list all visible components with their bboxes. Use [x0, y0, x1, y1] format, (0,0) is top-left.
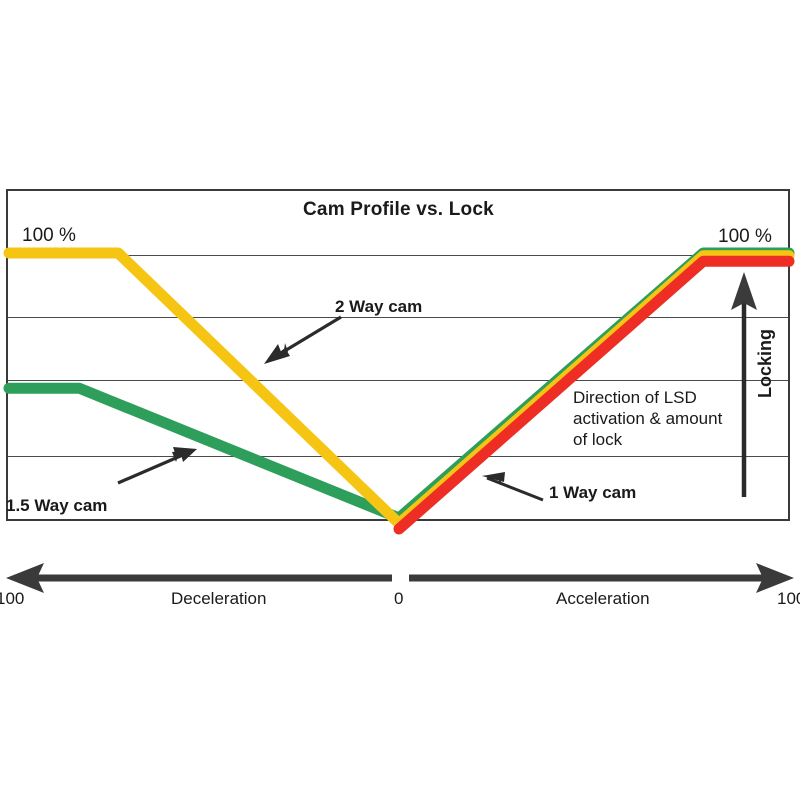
gridline-1: [8, 255, 788, 256]
x-axis-region-deceleration: Deceleration: [171, 589, 267, 608]
x-axis-region-acceleration: Acceleration: [556, 589, 650, 608]
callout-label-1-way-cam: 1 Way cam: [549, 483, 637, 502]
note-line-2: activation & amount: [573, 409, 723, 428]
chart-title: Cam Profile vs. Lock: [303, 199, 494, 220]
callout-label-1-5-way-cam: 1.5 Way cam: [6, 496, 108, 515]
note-line-1: Direction of LSD: [573, 388, 697, 407]
x-axis-value-right: 100: [777, 589, 800, 608]
x-axis-value-left: 100: [0, 589, 25, 608]
note-line-3: of lock: [573, 430, 623, 449]
callout-label-2-way-cam: 2 Way cam: [335, 297, 423, 316]
plot-frame: [6, 189, 790, 521]
y-axis-label-left-100-percent: 100 %: [22, 225, 76, 246]
locking-axis-label: Locking: [755, 328, 775, 398]
y-axis-label-right-100-percent: 100 %: [718, 226, 772, 247]
gridline-3: [8, 380, 788, 381]
gridline-2: [8, 317, 788, 318]
gridline-4: [8, 456, 788, 457]
x-axis-value-center: 0: [394, 589, 404, 608]
